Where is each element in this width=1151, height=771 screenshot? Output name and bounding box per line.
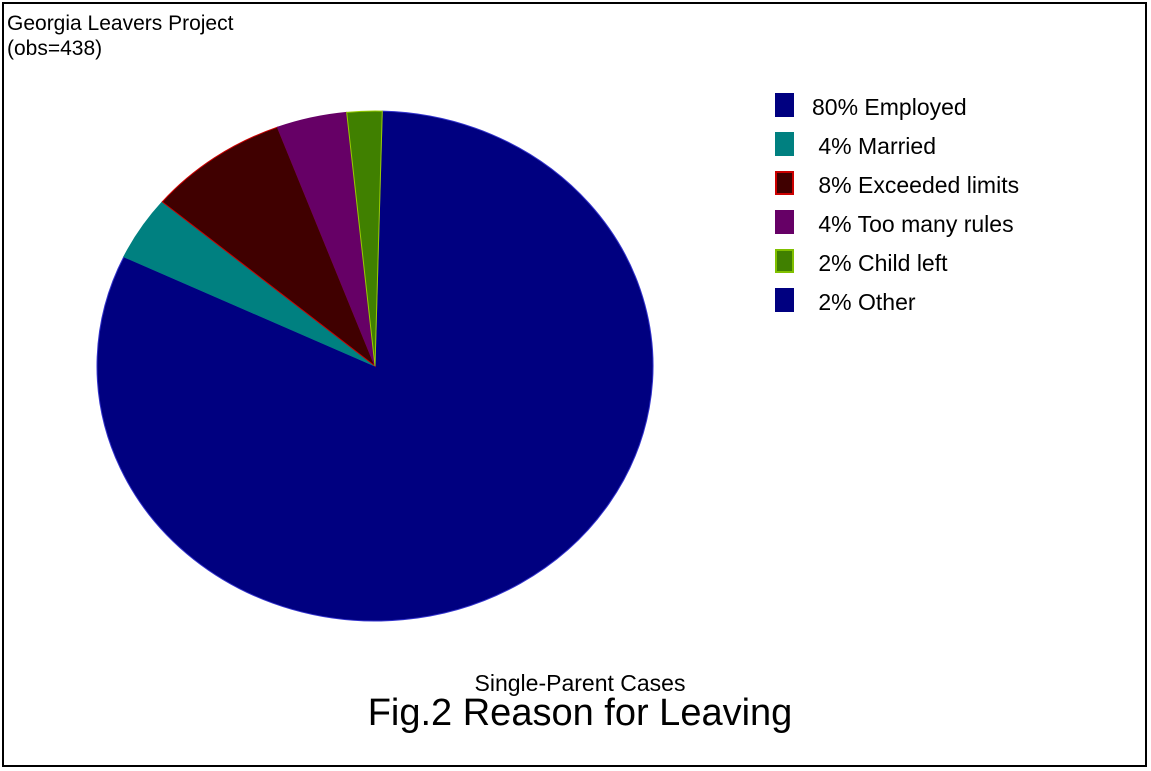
legend-label-other: 2% Other <box>812 289 916 315</box>
legend-label-employed: 80% Employed <box>812 94 967 120</box>
legend-label-child-left: 2% Child left <box>812 250 948 276</box>
legend-swatch-married <box>775 132 794 156</box>
legend-swatch-too-many-rules <box>775 210 794 234</box>
observation-count: (obs=438) <box>7 37 103 60</box>
legend-swatch-exceeded-limits <box>775 171 794 195</box>
pie-slice-child-left <box>346 110 383 367</box>
chart-legend: 80% Employed 4% Married 8% Exceeded limi… <box>772 93 1132 327</box>
legend-item-other: 2% Other <box>772 288 1132 327</box>
chart-subtitle: Single-Parent Cases <box>474 670 686 696</box>
legend-label-married: 4% Married <box>812 133 936 159</box>
project-title: Georgia Leavers Project <box>7 12 234 35</box>
chart-title: Fig.2 Reason for Leaving <box>367 692 793 734</box>
legend-item-child-left: 2% Child left <box>772 249 1132 288</box>
legend-item-too-many-rules: 4% Too many rules <box>772 210 1132 249</box>
legend-swatch-child-left <box>775 249 794 273</box>
pie-slice-exceeded-limits <box>161 126 377 368</box>
legend-label-exceeded-limits: 8% Exceeded limits <box>812 172 1020 198</box>
legend-item-exceeded-limits: 8% Exceeded limits <box>772 171 1132 210</box>
legend-label-too-many-rules: 4% Too many rules <box>812 211 1014 237</box>
legend-swatch-other <box>775 288 794 312</box>
legend-item-married: 4% Married <box>772 132 1132 171</box>
legend-swatch-employed <box>775 93 794 117</box>
legend-item-employed: 80% Employed <box>772 93 1132 132</box>
